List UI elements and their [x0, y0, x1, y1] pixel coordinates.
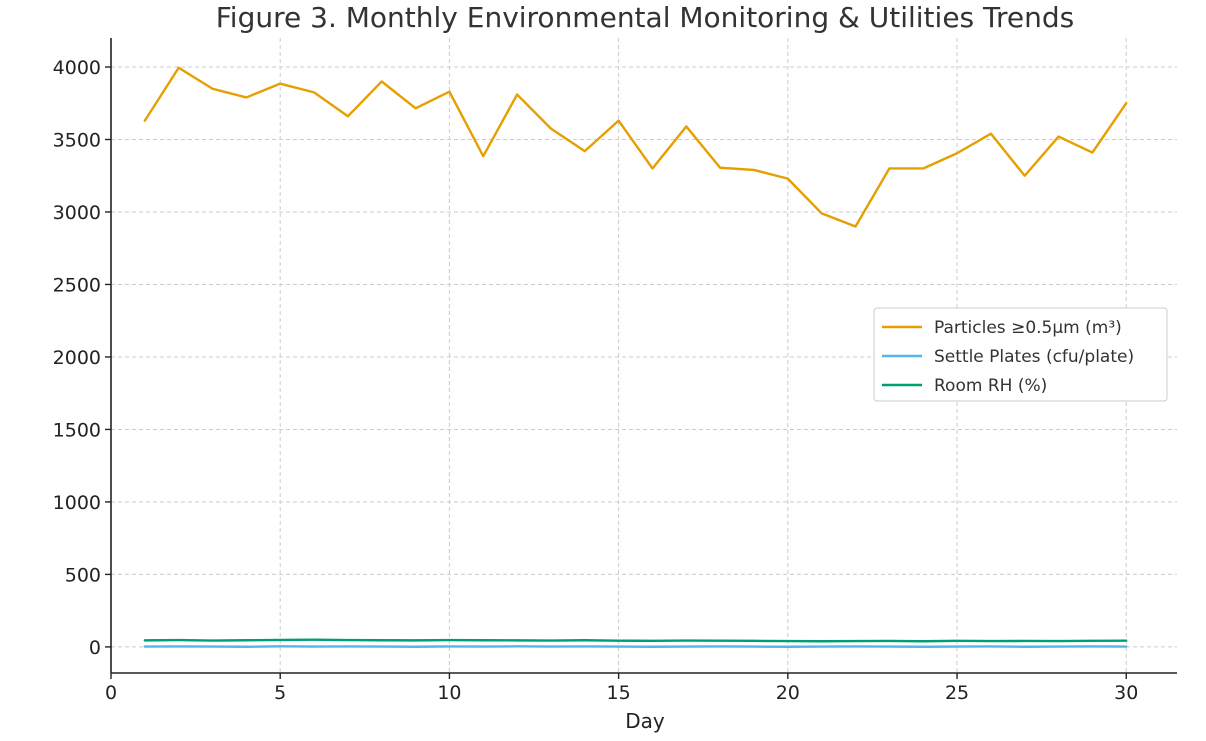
- y-tick-label: 2000: [53, 347, 101, 369]
- x-tick-label: 30: [1114, 682, 1138, 704]
- y-tick-label: 0: [89, 637, 101, 659]
- y-tick-label: 2500: [53, 274, 101, 296]
- ticks-layer: 0 5 10 15 20 25 30 0 500 1000 1500 2000 2500 3000 3500…: [53, 57, 1139, 704]
- y-tick-label: 1000: [53, 492, 101, 514]
- x-tick-label: 20: [776, 682, 800, 704]
- y-tick-label: 3000: [53, 202, 101, 224]
- y-tick-label: 3500: [53, 129, 101, 151]
- x-tick-label: 0: [105, 682, 117, 704]
- legend: Particles ≥0.5µm (m³) Settle Plates (cfu/…: [873, 307, 1168, 402]
- chart-title: Figure 3. Monthly Environmental Monitori…: [216, 1, 1075, 34]
- x-tick-label: 25: [945, 682, 969, 704]
- legend-box: [873, 307, 1168, 402]
- x-axis-label: Day: [625, 709, 665, 733]
- x-tick-label: 15: [607, 682, 631, 704]
- y-tick-label: 1500: [53, 419, 101, 441]
- x-tick-label: 10: [437, 682, 461, 704]
- legend-label: Room RH (%): [934, 376, 1047, 396]
- x-tick-label: 5: [274, 682, 286, 704]
- legend-label: Settle Plates (cfu/plate): [934, 347, 1134, 367]
- series-layer: [143, 66, 1128, 648]
- y-tick-label: 4000: [53, 57, 101, 79]
- series-line-3: [143, 638, 1128, 643]
- legend-label: Particles ≥0.5µm (m³): [934, 318, 1122, 338]
- series-line-1: [143, 66, 1128, 228]
- axes-layer: [110, 38, 1177, 674]
- y-tick-label: 500: [65, 564, 101, 586]
